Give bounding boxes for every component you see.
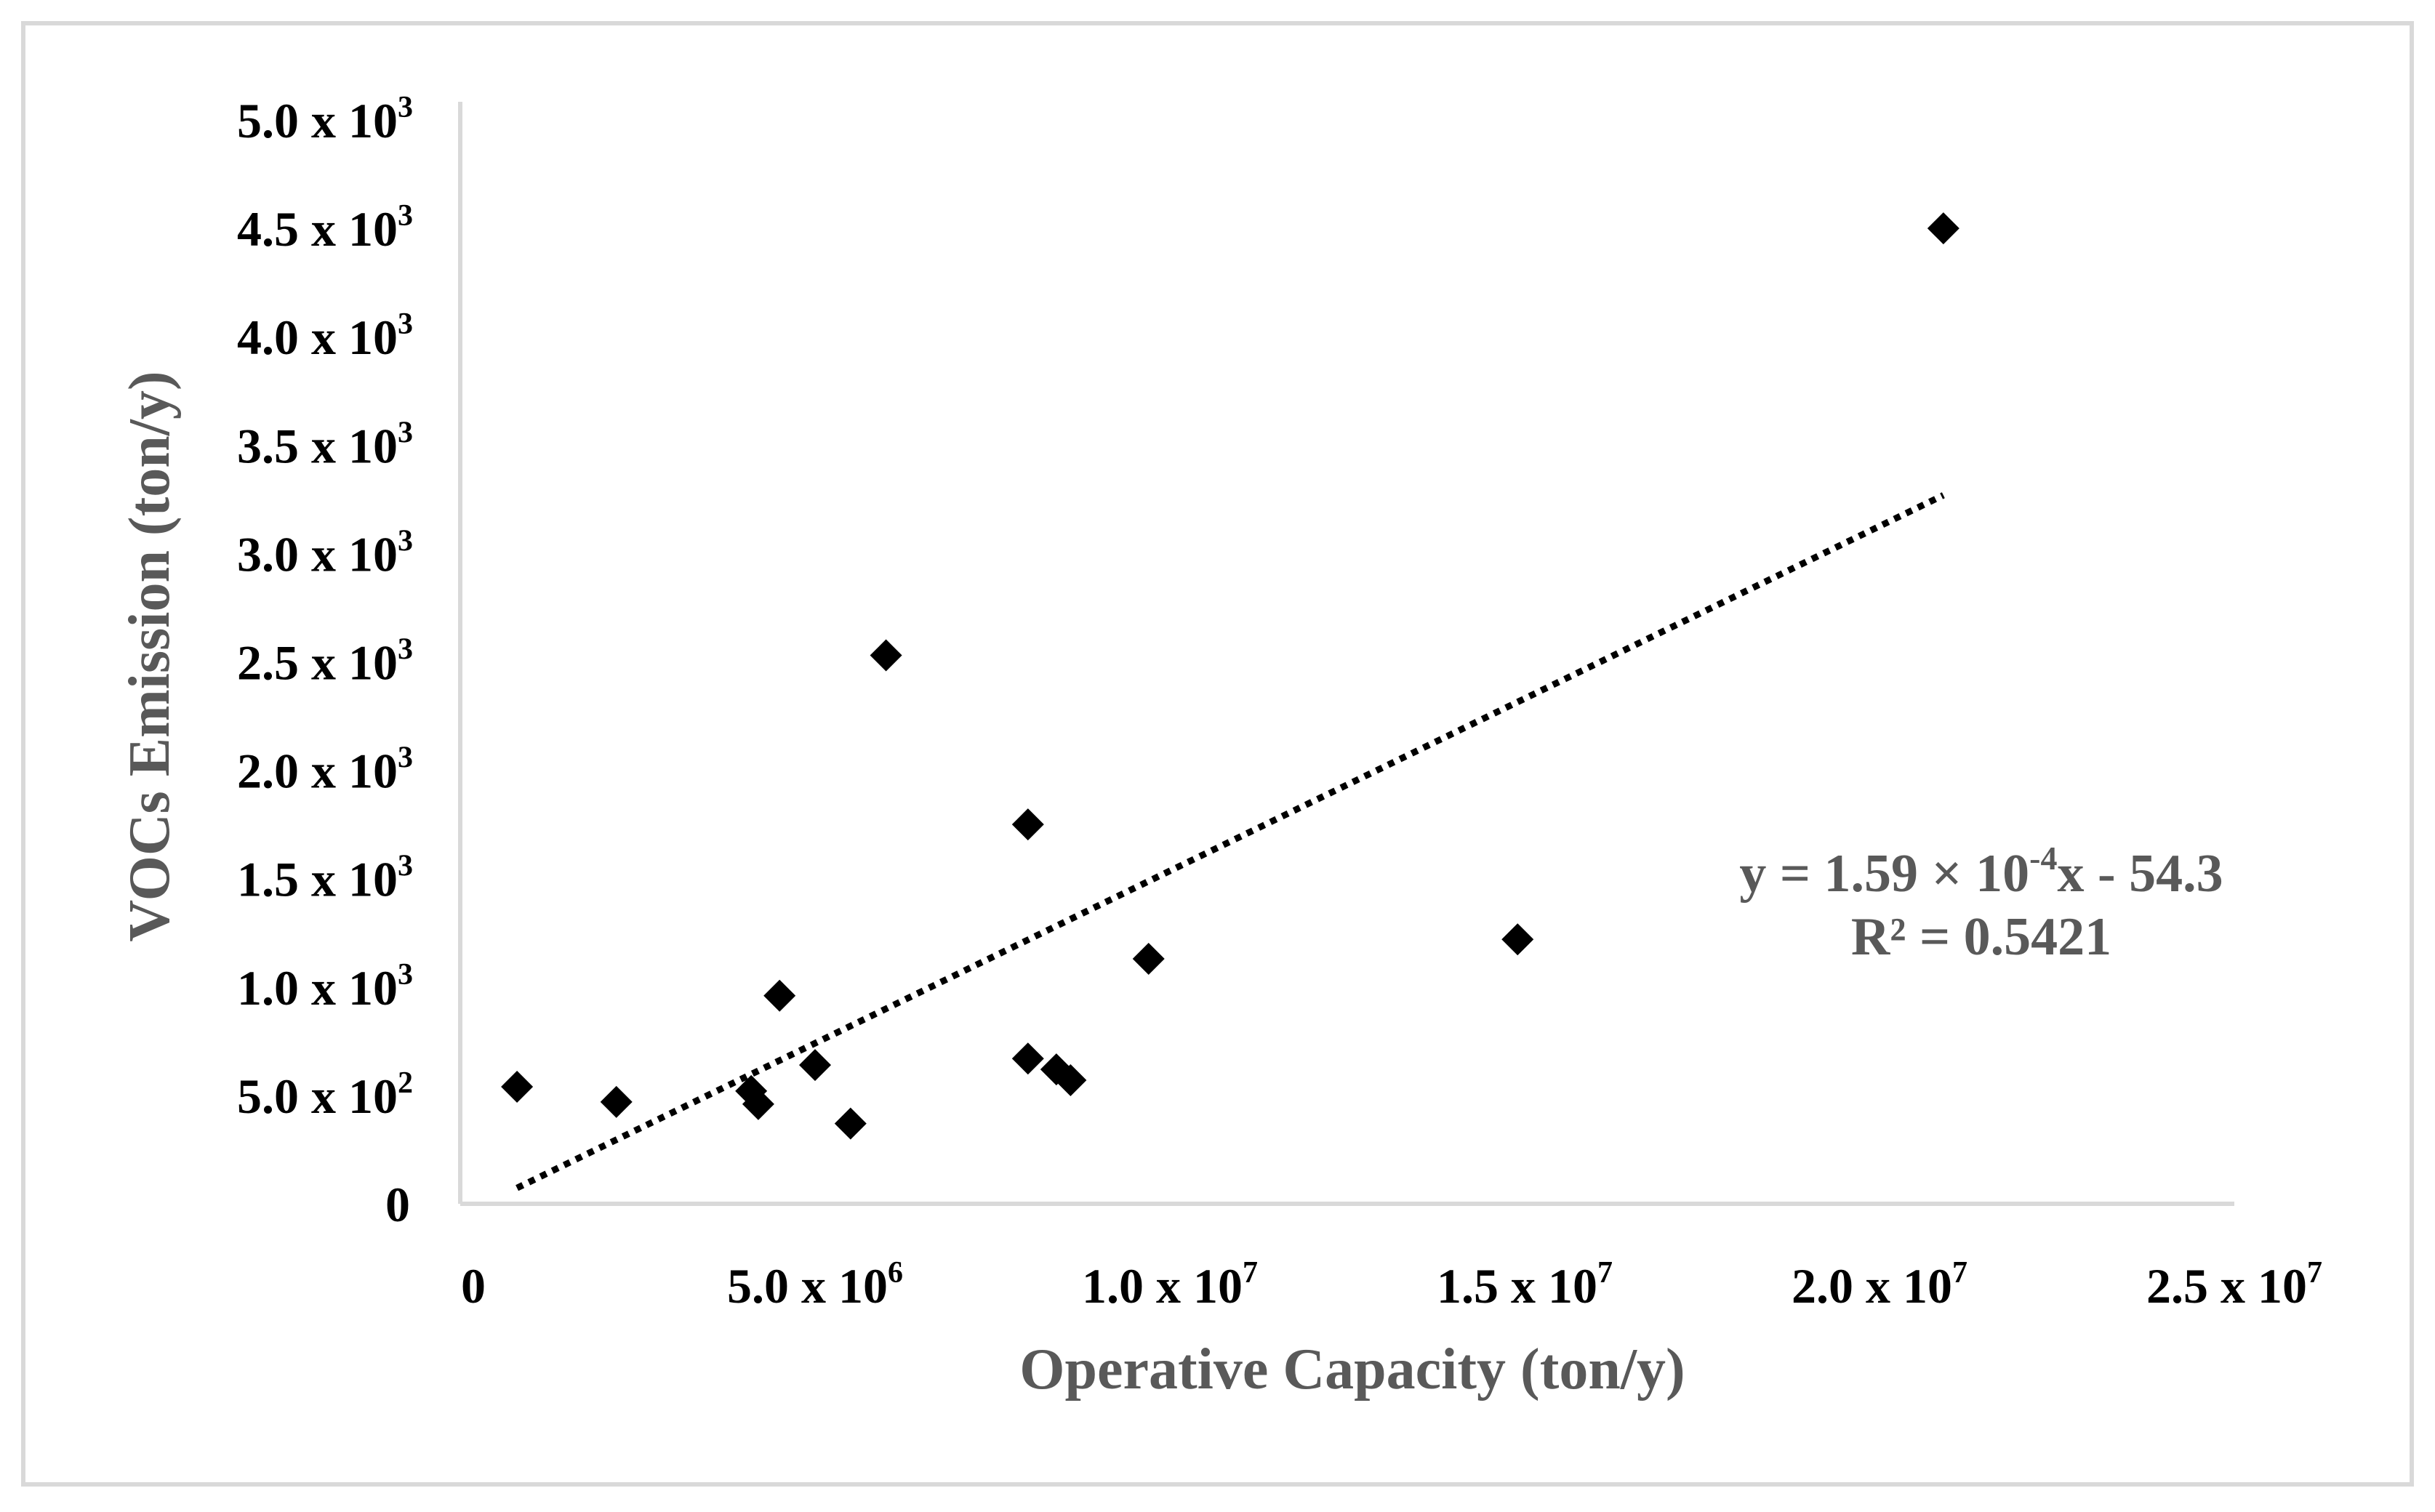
data-point-13	[1501, 923, 1534, 956]
y-tick-label-6: 3.0 x 103	[237, 524, 413, 582]
y-tick-exponent: 3	[398, 307, 413, 341]
data-point-0	[501, 1070, 534, 1103]
y-tick-mantissa: 2.5 x 10	[237, 635, 398, 691]
y-tick-mantissa: 1.5 x 10	[237, 852, 398, 907]
equation-suffix: x - 54.3	[2058, 844, 2223, 904]
x-tick-mantissa: 1.0 x 10	[1082, 1258, 1243, 1314]
equation-prefix: y = 1.59 × 10	[1739, 844, 2029, 904]
data-points	[501, 212, 1959, 1140]
x-tick-label-5: 2.5 x 107	[2146, 1256, 2322, 1314]
y-tick-label-8: 4.0 x 103	[237, 307, 413, 365]
y-tick-label-3: 1.5 x 103	[237, 850, 413, 907]
x-tick-exponent: 7	[1597, 1256, 1613, 1290]
x-tick-mantissa: 1.5 x 10	[1437, 1258, 1597, 1314]
x-tick-labels: 0 5.0 x 106 1.0 x 107 1.5 x 107 2.0 x 107 2.5…	[461, 1256, 2322, 1314]
data-point-7	[870, 639, 902, 672]
y-tick-mantissa: 3.5 x 10	[237, 418, 398, 473]
y-tick-exponent: 3	[398, 850, 413, 883]
y-tick-label-10: 5.0 x 103	[237, 91, 413, 148]
x-tick-exponent: 7	[2307, 1256, 2322, 1290]
x-axis-title: Operative Capacity (ton/y)	[1019, 1338, 1685, 1402]
y-tick-label-1: 5.0 x 102	[237, 1066, 413, 1124]
y-tick-mantissa: 4.5 x 10	[237, 201, 398, 257]
data-point-1	[600, 1085, 633, 1118]
trendline	[516, 492, 1945, 1191]
y-tick-label-5: 2.5 x 103	[237, 633, 413, 691]
x-tick-label-0: 0	[461, 1258, 486, 1314]
x-tick-label-3: 1.5 x 107	[1437, 1256, 1613, 1314]
data-point-8	[1011, 1042, 1044, 1075]
data-point-9	[1011, 808, 1044, 841]
data-point-4	[763, 979, 796, 1012]
y-tick-label-0: 0	[385, 1177, 410, 1232]
y-tick-mantissa: 5.0 x 10	[237, 1069, 398, 1124]
data-point-14	[1927, 212, 1959, 245]
y-tick-mantissa: 3.0 x 10	[237, 526, 398, 582]
x-tick-mantissa: 2.0 x 10	[1792, 1258, 1952, 1314]
axes	[458, 102, 2234, 1206]
x-tick-mantissa: 5.0 x 10	[727, 1258, 888, 1314]
y-tick-exponent: 3	[398, 416, 413, 449]
data-point-6	[834, 1107, 867, 1140]
y-tick-exponent: 3	[398, 741, 413, 775]
data-point-12	[1132, 943, 1165, 976]
y-tick-mantissa: 2.0 x 10	[237, 744, 398, 799]
x-tick-label-4: 2.0 x 107	[1792, 1256, 1967, 1314]
data-point-5	[799, 1049, 831, 1082]
x-tick-label-1: 5.0 x 106	[727, 1256, 903, 1314]
y-tick-label-2: 1.0 x 103	[237, 958, 413, 1016]
y-tick-mantissa: 5.0 x 10	[237, 93, 398, 148]
y-tick-exponent: 3	[398, 524, 413, 558]
y-tick-exponent: 3	[398, 199, 413, 233]
data-point-11	[1054, 1064, 1087, 1097]
x-tick-mantissa: 0	[461, 1258, 486, 1314]
x-tick-mantissa: 2.5 x 10	[2146, 1258, 2307, 1314]
chart-frame	[21, 21, 2414, 1487]
y-tick-label-9: 4.5 x 103	[237, 199, 413, 257]
x-tick-exponent: 7	[1243, 1256, 1258, 1290]
x-tick-exponent: 6	[888, 1256, 903, 1290]
y-tick-mantissa: 4.0 x 10	[237, 310, 398, 365]
x-tick-exponent: 7	[1952, 1256, 1967, 1290]
y-tick-label-4: 2.0 x 103	[237, 741, 413, 799]
y-tick-exponent: 3	[398, 633, 413, 667]
y-tick-exponent: 2	[398, 1066, 413, 1100]
y-tick-exponent: 3	[398, 958, 413, 992]
y-tick-mantissa: 1.0 x 10	[237, 960, 398, 1016]
equation-exponent: -4	[2029, 840, 2057, 877]
r-squared-label: R² = 0.5421	[1851, 907, 2111, 967]
y-tick-exponent: 3	[398, 91, 413, 124]
trendline-equation: y = 1.59 × 10-4x - 54.3	[1739, 840, 2223, 904]
y-tick-mantissa: 0	[385, 1177, 410, 1232]
data-point-3	[742, 1087, 774, 1120]
y-tick-label-7: 3.5 x 103	[237, 416, 413, 473]
y-axis-title: VOCs Emission (ton/y)	[118, 371, 182, 941]
trendline-layer	[516, 492, 1945, 1191]
x-tick-label-2: 1.0 x 107	[1082, 1256, 1258, 1314]
